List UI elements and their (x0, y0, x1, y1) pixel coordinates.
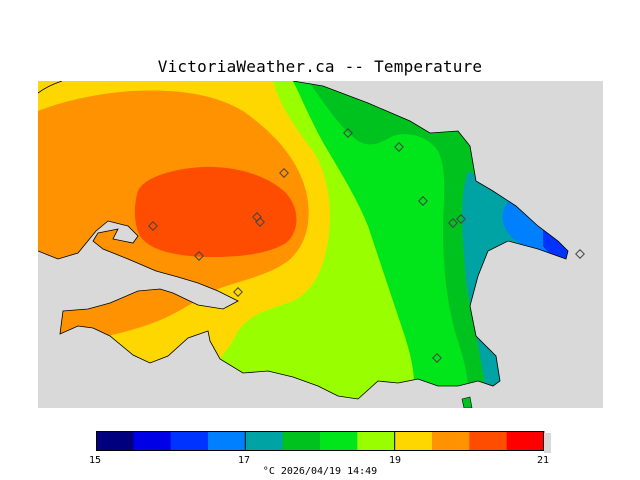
station-marker (575, 249, 585, 259)
legend-tick-label: 19 (389, 455, 402, 466)
temperature-map (38, 81, 603, 408)
station-marker (148, 221, 158, 231)
coast-corner (38, 81, 63, 94)
color-bar-swatch (469, 431, 508, 451)
color-bar-shadow (544, 433, 551, 453)
station-marker (255, 217, 265, 227)
legend-tick-label: 15 (89, 455, 102, 466)
map-title: VictoriaWeather.ca -- Temperature (157, 57, 483, 76)
color-bar-swatch (394, 431, 433, 451)
station-markers (148, 128, 585, 363)
color-bar-swatch (208, 431, 246, 451)
color-bar-swatch (170, 431, 209, 451)
legend-tick-label: 21 (537, 455, 550, 466)
station-marker (456, 214, 466, 224)
color-bar-swatch (282, 431, 321, 451)
unit-label: °C (262, 466, 275, 477)
legend-tick-label: 17 (238, 455, 251, 466)
coast-island (461, 396, 473, 408)
station-marker (448, 218, 458, 228)
station-marker (343, 128, 353, 138)
station-marker (233, 287, 243, 297)
color-bar-swatch (96, 431, 134, 451)
band-red-orange (134, 166, 297, 257)
station-marker (418, 196, 428, 206)
timestamp-label: 2026/04/19 14:49 (280, 466, 378, 477)
color-bar-legend (96, 431, 551, 453)
footer-caption: °C 2026/04/19 14:49 (0, 466, 640, 477)
station-marker (432, 353, 442, 363)
color-bar-swatch (320, 431, 358, 451)
color-bar-swatch (245, 431, 284, 451)
station-marker (194, 251, 204, 261)
coastline (38, 81, 569, 400)
color-bar-swatch (133, 431, 172, 451)
station-marker (279, 168, 289, 178)
color-bar-swatch (432, 431, 470, 451)
color-bar-swatch (506, 431, 545, 451)
station-marker (394, 142, 404, 152)
color-bar-swatch (357, 431, 396, 451)
